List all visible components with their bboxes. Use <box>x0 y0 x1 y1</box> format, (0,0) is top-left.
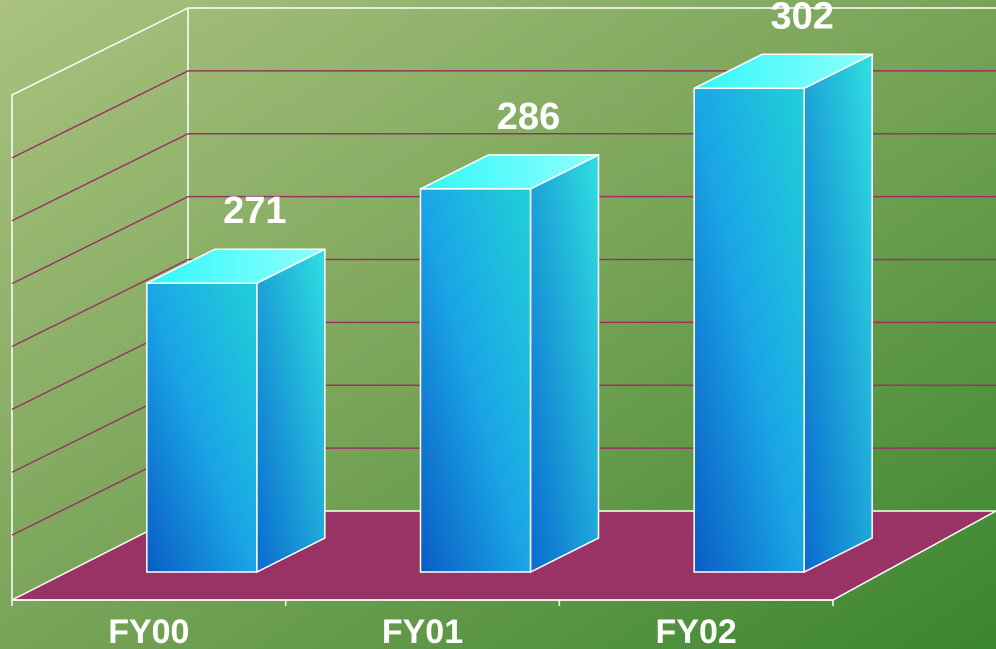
bar-side <box>529 153 600 574</box>
value-label: 286 <box>497 96 560 138</box>
walls <box>11 7 996 600</box>
x-tick-label: FY02 <box>656 613 737 649</box>
x-tick-label: FY00 <box>108 613 189 649</box>
grid-line <box>11 133 189 222</box>
grid-line <box>11 195 189 285</box>
grid-line <box>11 70 189 159</box>
value-label: 271 <box>223 190 286 232</box>
value-label: 302 <box>770 0 833 37</box>
bar-front <box>693 87 805 573</box>
bar-front <box>419 188 532 573</box>
bar <box>419 153 600 574</box>
bar-side <box>256 247 326 574</box>
grid-line <box>11 258 189 348</box>
bar-side <box>803 53 873 574</box>
x-tick-label: FY01 <box>382 613 463 649</box>
bar <box>693 53 873 574</box>
bar-front <box>146 282 258 573</box>
bar <box>146 247 326 574</box>
